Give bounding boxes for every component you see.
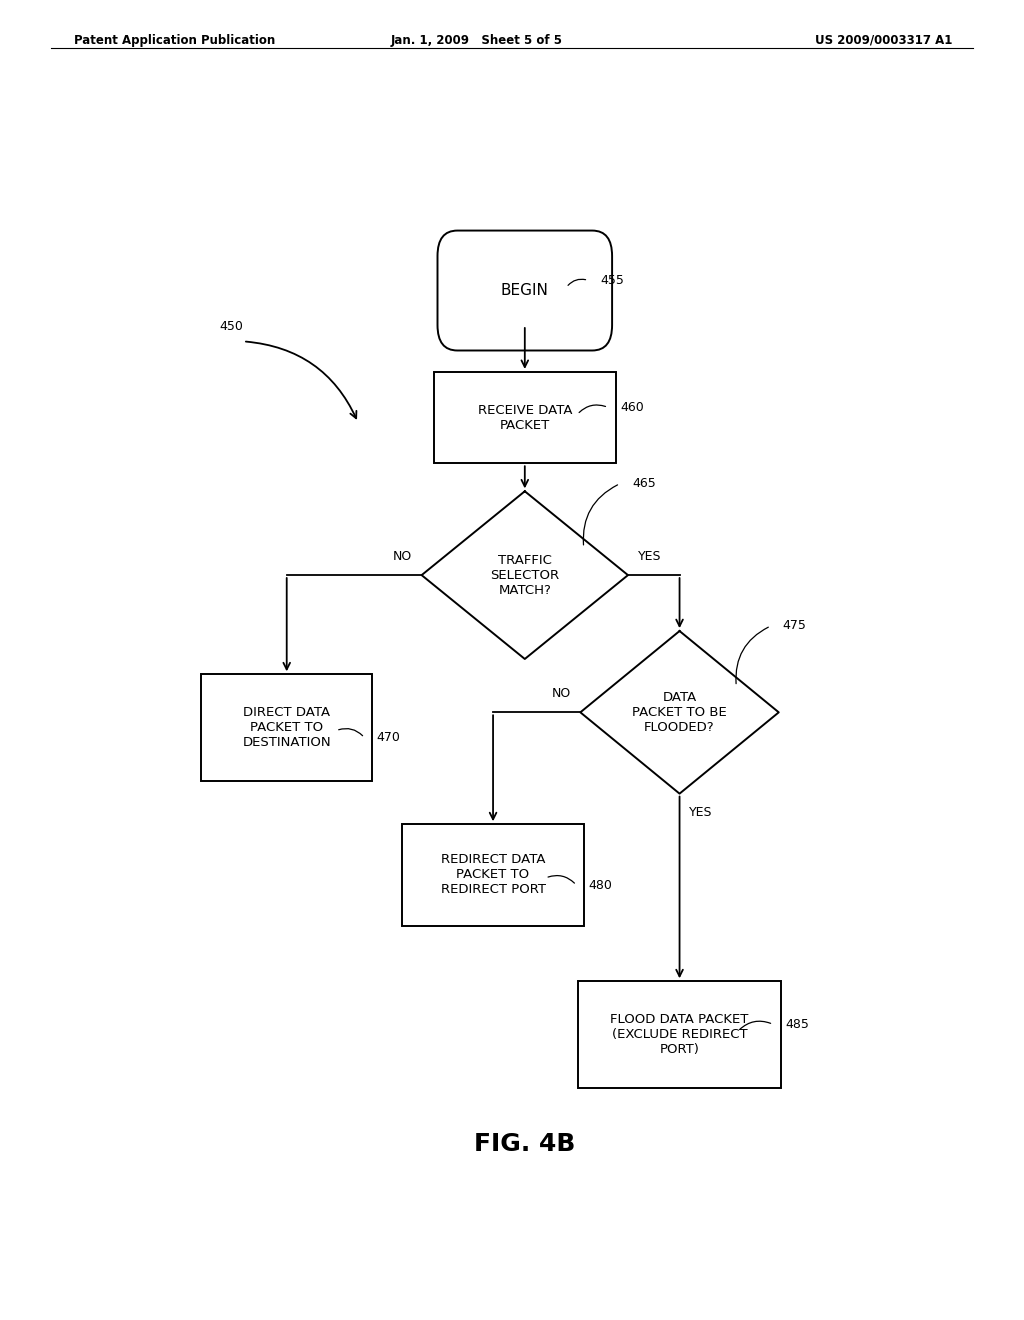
Text: 480: 480 (588, 879, 612, 891)
Text: 470: 470 (377, 731, 400, 744)
Polygon shape (581, 631, 778, 793)
Bar (433, 372, 616, 463)
Bar (401, 824, 585, 925)
Text: YES: YES (689, 805, 713, 818)
Text: RECEIVE DATA
PACKET: RECEIVE DATA PACKET (477, 404, 572, 432)
Text: 485: 485 (785, 1018, 809, 1031)
Text: FIG. 4B: FIG. 4B (474, 1133, 575, 1156)
Text: YES: YES (638, 550, 660, 562)
Text: 455: 455 (600, 273, 624, 286)
Text: 460: 460 (620, 401, 644, 414)
Text: Patent Application Publication: Patent Application Publication (74, 33, 275, 46)
Text: NO: NO (393, 550, 412, 562)
FancyBboxPatch shape (437, 231, 612, 351)
Text: 475: 475 (782, 619, 807, 632)
Bar (579, 981, 780, 1088)
Text: NO: NO (552, 688, 570, 700)
Text: US 2009/0003317 A1: US 2009/0003317 A1 (815, 33, 952, 46)
Text: TRAFFIC
SELECTOR
MATCH?: TRAFFIC SELECTOR MATCH? (490, 553, 559, 597)
Text: REDIRECT DATA
PACKET TO
REDIRECT PORT: REDIRECT DATA PACKET TO REDIRECT PORT (440, 854, 546, 896)
Text: FLOOD DATA PACKET
(EXCLUDE REDIRECT
PORT): FLOOD DATA PACKET (EXCLUDE REDIRECT PORT… (610, 1012, 749, 1056)
Text: DIRECT DATA
PACKET TO
DESTINATION: DIRECT DATA PACKET TO DESTINATION (243, 706, 331, 748)
Text: BEGIN: BEGIN (501, 282, 549, 298)
Polygon shape (422, 491, 628, 659)
Text: 450: 450 (219, 319, 243, 333)
Text: Jan. 1, 2009   Sheet 5 of 5: Jan. 1, 2009 Sheet 5 of 5 (390, 33, 562, 46)
Bar (202, 675, 372, 781)
Text: 465: 465 (632, 477, 655, 490)
Text: DATA
PACKET TO BE
FLOODED?: DATA PACKET TO BE FLOODED? (632, 690, 727, 734)
